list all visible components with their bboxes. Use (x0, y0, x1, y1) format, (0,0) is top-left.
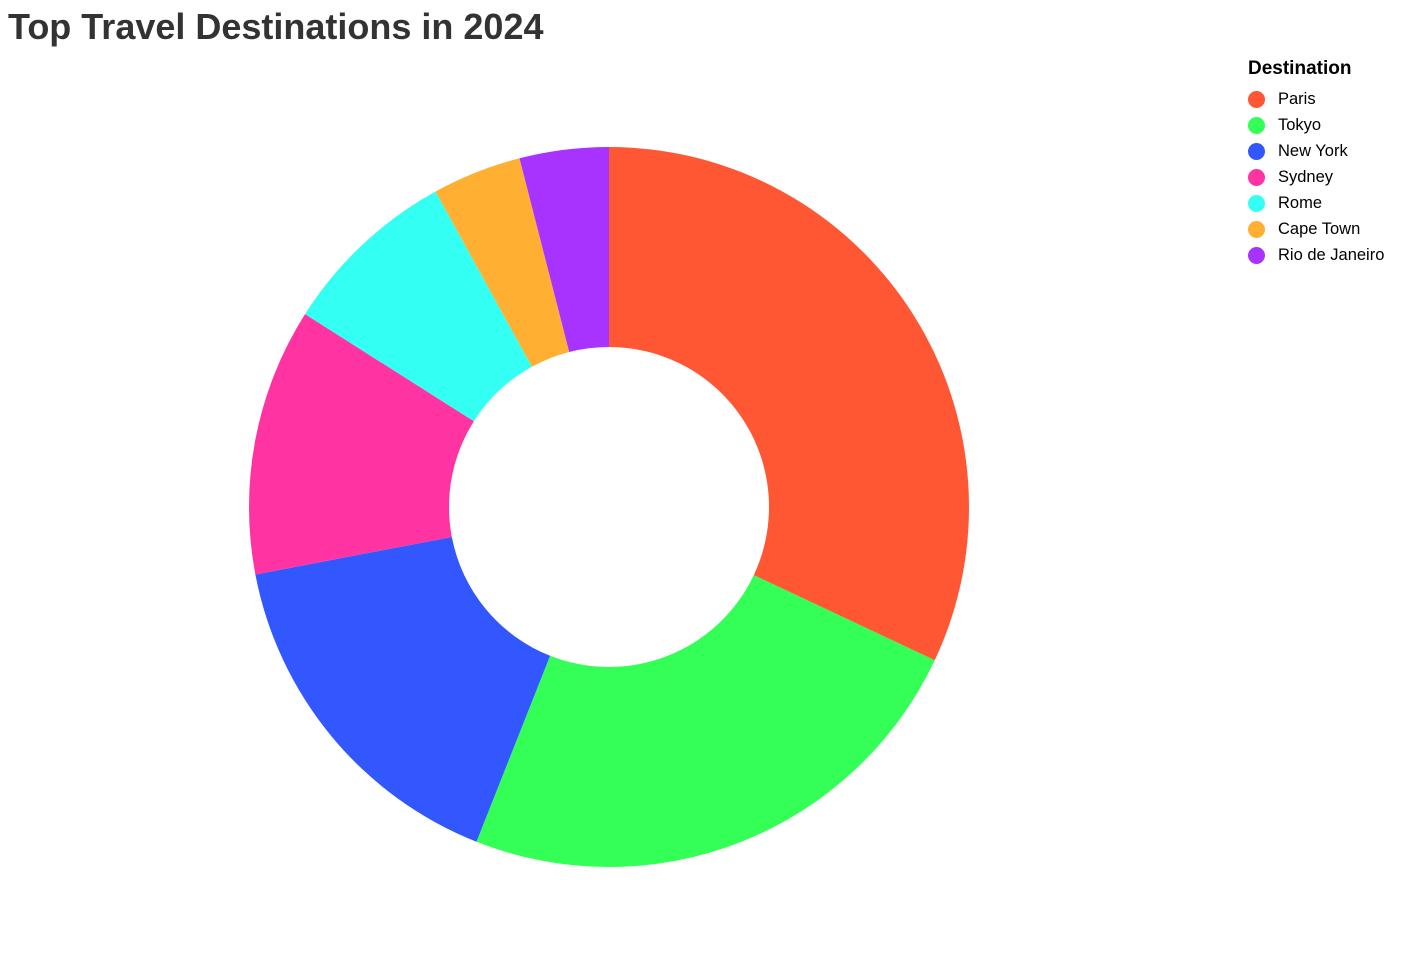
legend-label: Rio de Janeiro (1278, 245, 1385, 264)
legend-label: Rome (1278, 193, 1323, 212)
legend-label: New York (1278, 141, 1348, 160)
legend-swatch (1248, 246, 1265, 264)
slice-tokyo[interactable] (476, 575, 935, 867)
legend-item-paris[interactable]: Paris (1248, 86, 1413, 112)
legend-label: Sydney (1278, 167, 1334, 186)
slice-new-york[interactable] (255, 536, 551, 842)
legend-swatch (1248, 116, 1265, 134)
legend-title: Destination (1248, 58, 1352, 79)
legend-label: Cape Town (1278, 219, 1361, 238)
legend-item-sydney[interactable]: Sydney (1248, 164, 1413, 190)
legend-swatch (1248, 168, 1265, 186)
chart-title: Top Travel Destinations in 2024 (8, 6, 544, 47)
slice-paris[interactable] (609, 147, 969, 661)
slice-sydney[interactable] (249, 314, 474, 575)
legend-items: Paris Tokyo New York Sydney Rome Cape Town Rio… (1248, 86, 1413, 268)
legend-item-rio-de-janeiro[interactable]: Rio de Janeiro (1248, 242, 1413, 268)
legend-swatch (1248, 142, 1265, 160)
legend-item-rome[interactable]: Rome (1248, 190, 1413, 216)
legend-swatch (1248, 194, 1265, 212)
legend-item-new-york[interactable]: New York (1248, 138, 1413, 164)
slice-cape-town[interactable] (435, 158, 570, 367)
legend-swatch (1248, 220, 1265, 238)
slice-rome[interactable] (305, 191, 532, 422)
legend-label: Paris (1278, 89, 1316, 108)
legend-item-tokyo[interactable]: Tokyo (1248, 112, 1413, 138)
legend-swatch (1248, 90, 1265, 108)
legend-item-cape-town[interactable]: Cape Town (1248, 216, 1413, 242)
slice-rio-de-janeiro[interactable] (519, 147, 609, 353)
donut-chart (249, 147, 969, 867)
legend: Destination Paris Tokyo New York Sydney Rome… (1248, 58, 1413, 268)
legend-label: Tokyo (1278, 115, 1322, 134)
donut-slices (249, 147, 969, 867)
